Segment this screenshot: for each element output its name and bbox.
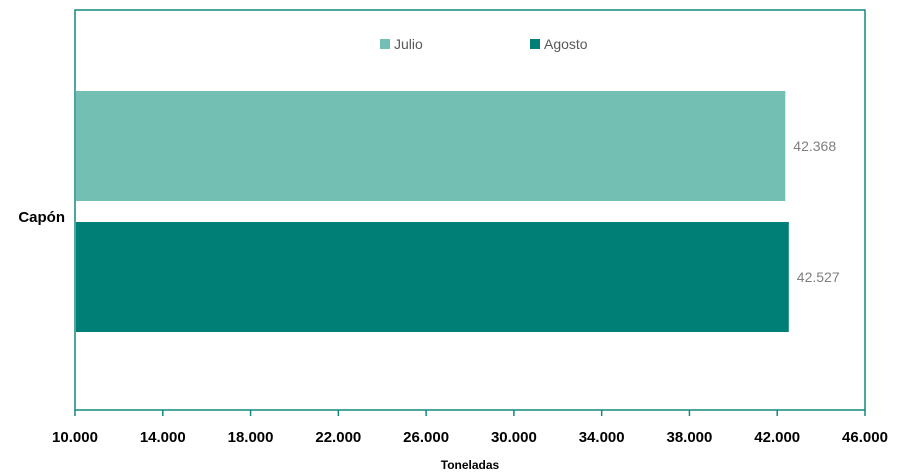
x-tick-label: 14.000 xyxy=(140,429,186,446)
x-tick-label: 30.000 xyxy=(491,429,537,446)
legend-swatch-julio xyxy=(380,39,390,49)
x-tick-label: 38.000 xyxy=(666,429,712,446)
data-label-agosto: 42.527 xyxy=(797,269,840,285)
x-axis-title: Toneladas xyxy=(441,458,500,472)
legend-swatch-agosto xyxy=(530,39,540,49)
legend-label-julio: Julio xyxy=(394,36,423,52)
legend-label-agosto: Agosto xyxy=(544,36,588,52)
x-tick-label: 26.000 xyxy=(403,429,449,446)
x-axis: 10.000 14.000 18.000 22.000 26.000 30.000 34.0… xyxy=(52,410,888,446)
x-tick-label: 18.000 xyxy=(228,429,274,446)
x-tick-label: 10.000 xyxy=(52,429,98,446)
bar-agosto xyxy=(76,222,789,332)
x-tick-label: 42.000 xyxy=(754,429,800,446)
x-tick-label: 46.000 xyxy=(842,429,888,446)
data-labels-group: 42.368 42.527 xyxy=(793,138,840,285)
legend: Julio Agosto xyxy=(380,36,588,52)
bars-group xyxy=(76,91,789,332)
x-tick-label: 34.000 xyxy=(579,429,625,446)
bar-julio xyxy=(76,91,786,201)
data-label-julio: 42.368 xyxy=(793,138,836,154)
plot-frame xyxy=(74,9,866,411)
category-label: Capón xyxy=(18,209,65,226)
x-tick-label: 22.000 xyxy=(315,429,361,446)
